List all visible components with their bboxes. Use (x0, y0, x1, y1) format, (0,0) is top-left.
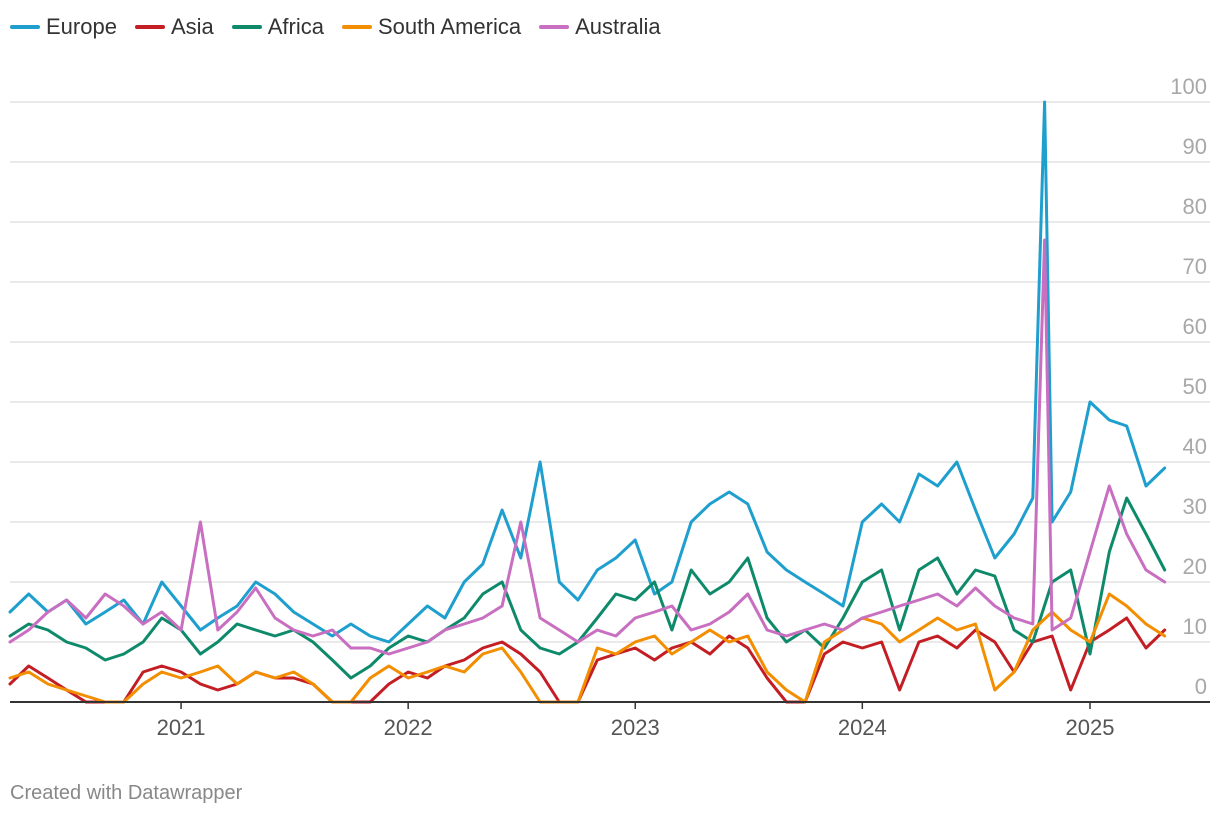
legend-item-europe: Europe (10, 14, 117, 40)
legend-label: South America (378, 14, 522, 39)
legend-item-africa: Africa (231, 14, 324, 40)
legend-label: Europe (46, 14, 117, 39)
legend-item-south-america: South America (342, 14, 521, 40)
y-tick-label: 0 (1195, 674, 1207, 699)
y-tick-label: 60 (1183, 314, 1207, 339)
legend-swatch (231, 25, 262, 29)
series-line-asia (8, 616, 1167, 704)
y-tick-label: 10 (1183, 614, 1207, 639)
y-tick-label: 40 (1183, 434, 1207, 459)
legend-item-asia: Asia (134, 14, 214, 40)
y-tick-label: 50 (1183, 374, 1207, 399)
chart-legend: Europe Asia Africa South America Australia (10, 14, 679, 40)
series-line-africa (8, 496, 1167, 680)
series-line-australia (8, 238, 1167, 656)
y-tick-label: 30 (1183, 494, 1207, 519)
datawrapper-credit: Created with Datawrapper (10, 782, 243, 804)
legend-label: Africa (267, 14, 324, 39)
legend-swatch (10, 25, 40, 29)
y-tick-label: 90 (1183, 134, 1207, 159)
legend-swatch (134, 25, 165, 29)
series-line-south-america (8, 592, 1167, 704)
y-tick-label: 80 (1183, 194, 1207, 219)
x-tick-label: 2024 (838, 715, 887, 740)
x-tick-label: 2025 (1066, 715, 1115, 740)
legend-label: Australia (575, 14, 661, 39)
legend-swatch (539, 25, 570, 29)
y-tick-label: 20 (1183, 554, 1207, 579)
series-line-europe (8, 100, 1167, 644)
x-tick-label: 2021 (157, 715, 206, 740)
legend-label: Asia (170, 14, 214, 39)
legend-item-australia: Australia (539, 14, 661, 40)
legend-swatch (342, 25, 372, 29)
y-tick-label: 100 (1170, 74, 1207, 99)
x-tick-label: 2023 (611, 715, 660, 740)
x-tick-label: 2022 (384, 715, 433, 740)
y-tick-label: 70 (1183, 254, 1207, 279)
